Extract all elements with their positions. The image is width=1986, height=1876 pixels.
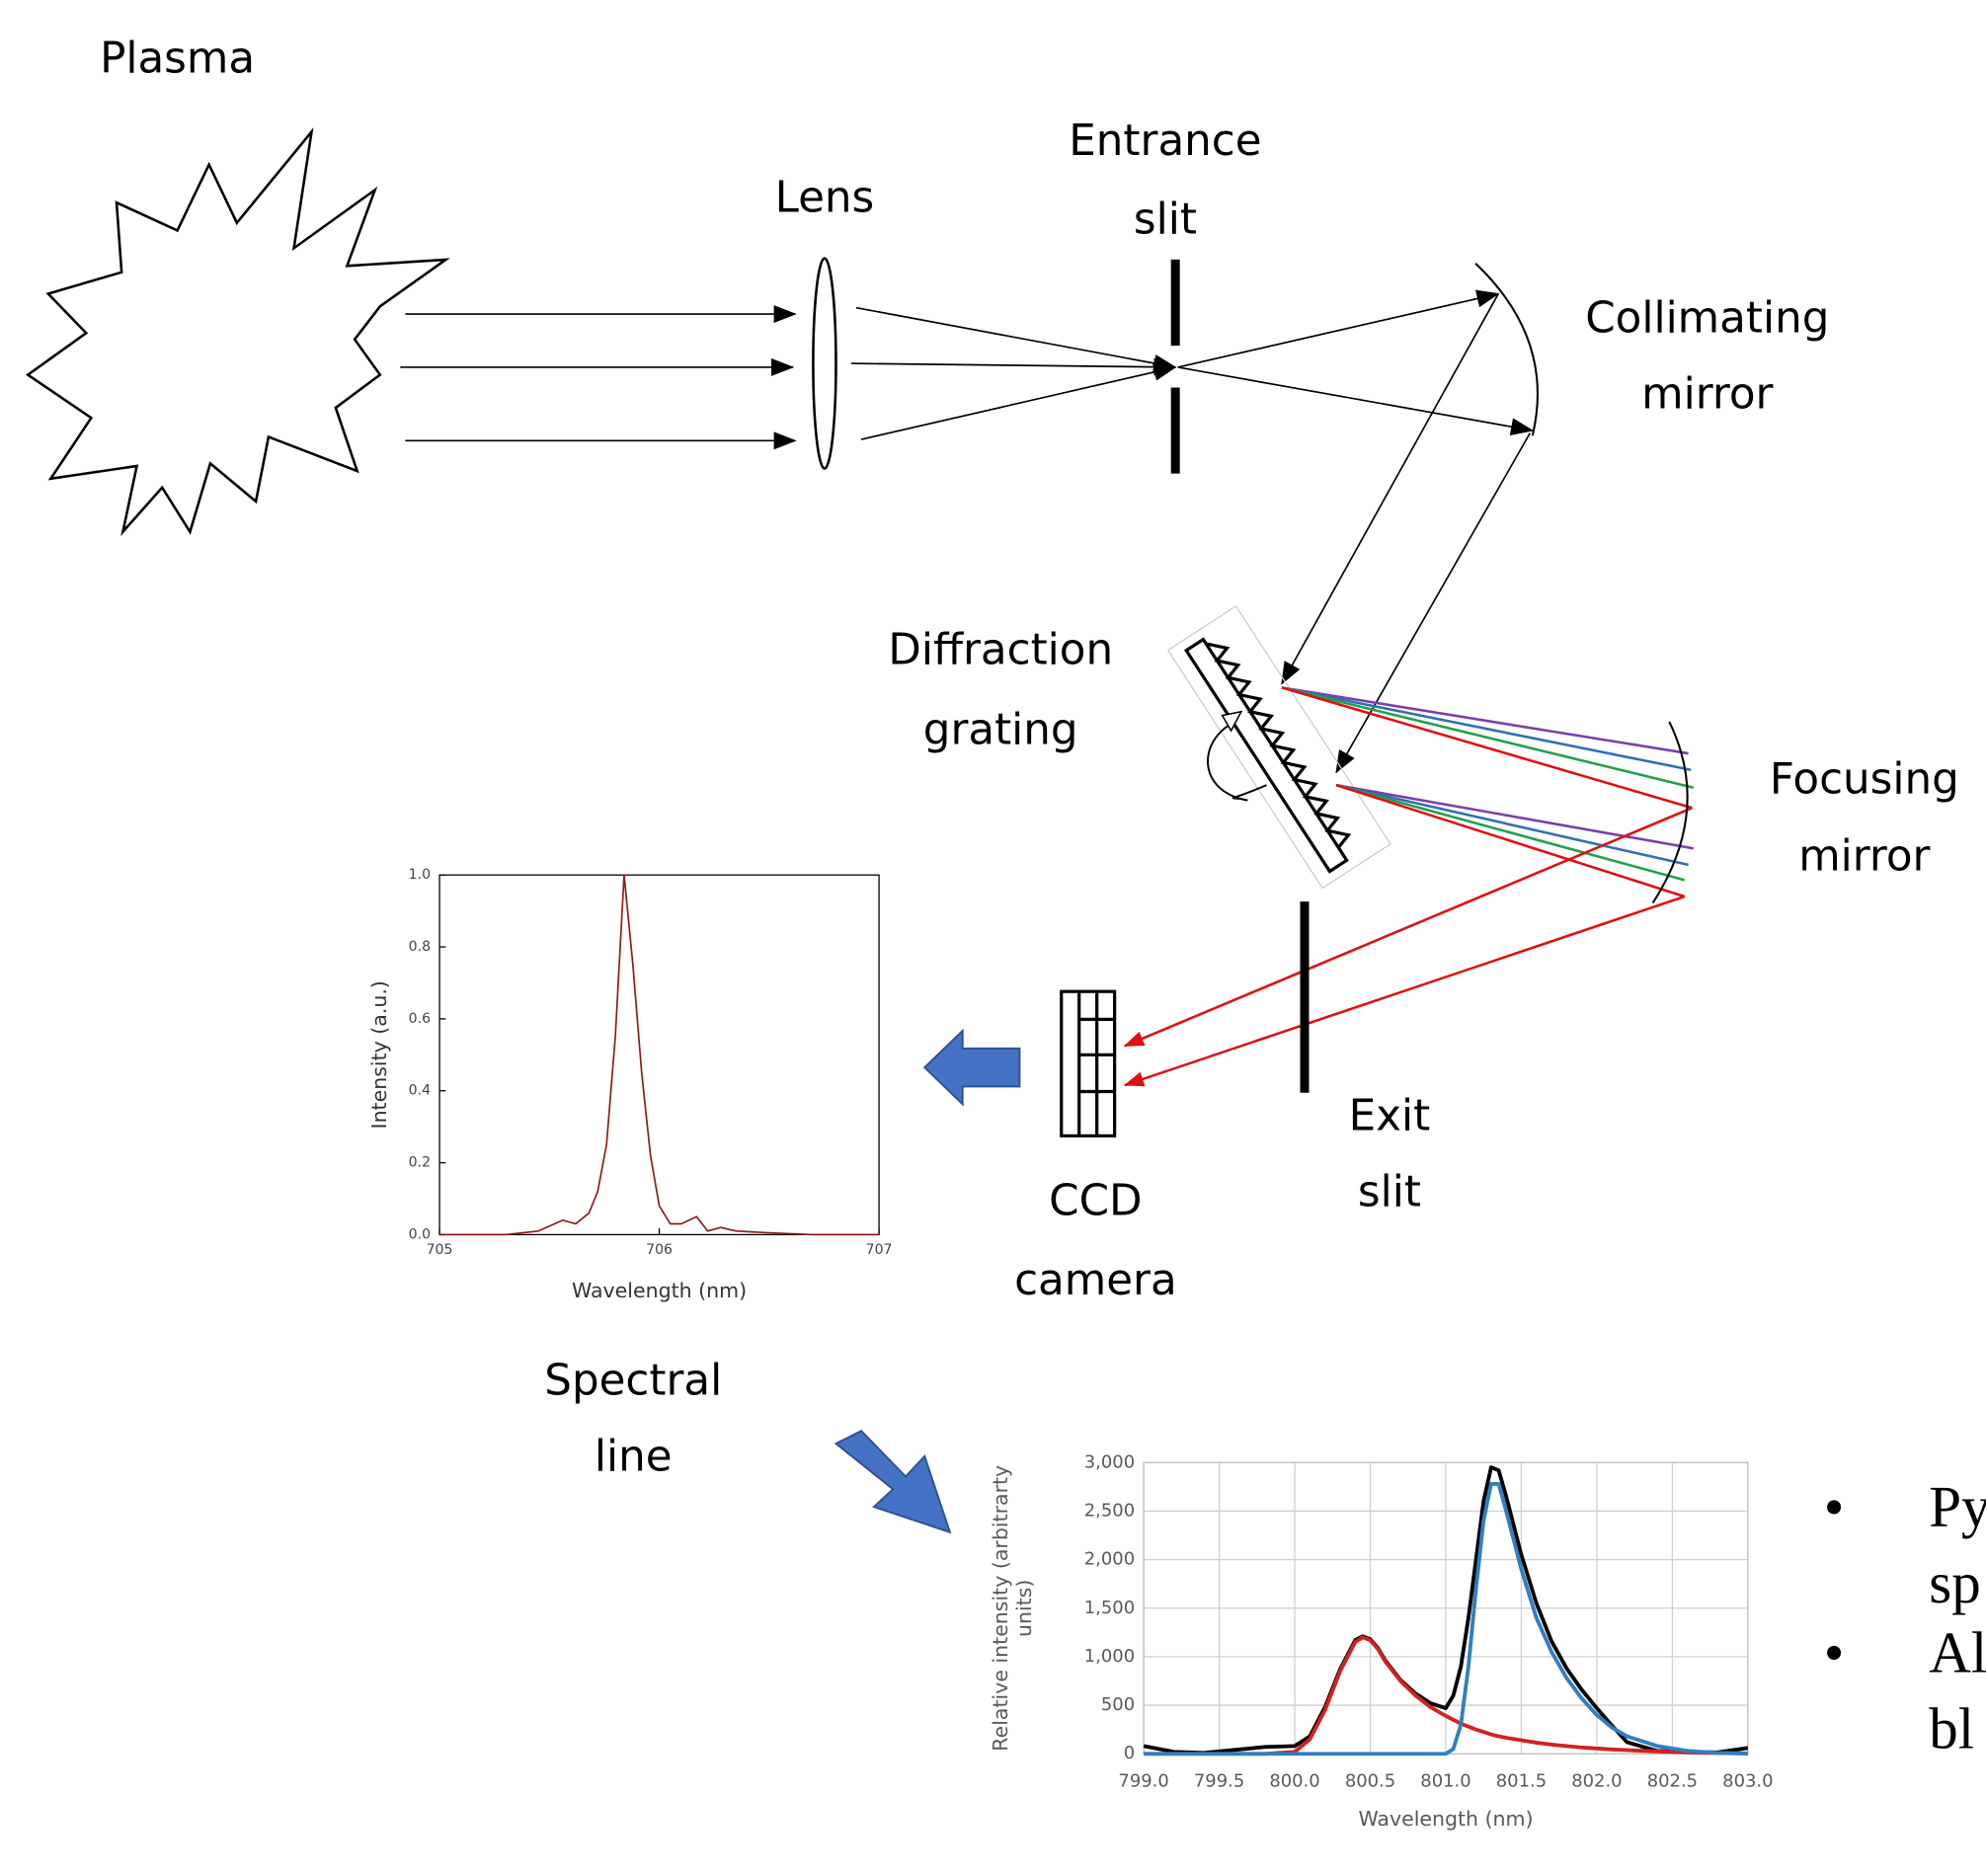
light-ray — [1282, 294, 1498, 684]
y-tick-label: 0 — [1124, 1743, 1135, 1763]
y-tick-label: 0.6 — [409, 1011, 431, 1027]
y-tick-label: 0.4 — [409, 1083, 431, 1099]
bullet: • — [1824, 1474, 1845, 1539]
y-tick-label: 1,000 — [1084, 1646, 1135, 1667]
y-axis-label: Relative intensity (arbitrarty — [989, 1465, 1012, 1752]
y-tick-label: 1,500 — [1084, 1598, 1135, 1618]
light-ray — [1178, 367, 1533, 430]
x-tick-label: 800.5 — [1345, 1770, 1395, 1791]
label: line — [595, 1432, 673, 1481]
light-ray — [861, 367, 1175, 439]
label: Spectral — [544, 1356, 722, 1405]
ray-red — [1125, 808, 1693, 1046]
diagram: Plasma Lens Entrance slit Collimating mi… — [0, 0, 1986, 1876]
y-tick-label: 0.8 — [409, 939, 431, 955]
lens — [813, 259, 835, 469]
x-tick-label: 801.0 — [1420, 1770, 1470, 1791]
x-tick-label: 800.0 — [1269, 1770, 1319, 1791]
light-ray — [851, 363, 1175, 367]
plot-area — [439, 875, 879, 1234]
label: CCD — [1049, 1176, 1142, 1225]
light-ray — [1178, 294, 1498, 367]
x-tick-label: 706 — [646, 1242, 673, 1258]
y-tick-label: 0.0 — [409, 1226, 431, 1242]
arrow — [924, 1031, 1019, 1104]
x-tick-label: 799.5 — [1194, 1770, 1244, 1791]
label: Focusing — [1770, 754, 1959, 804]
ccd-body — [1062, 991, 1115, 1135]
label: Collimating — [1585, 293, 1829, 343]
label: Plasma — [100, 35, 255, 84]
bullet-text: Al — [1929, 1620, 1986, 1685]
grating-body — [1186, 640, 1346, 872]
ray-red — [1125, 897, 1685, 1085]
y-tick-label: 1.0 — [409, 867, 431, 883]
y-axis-label: Intensity (a.u.) — [367, 980, 391, 1129]
label: grating — [923, 705, 1078, 754]
ccd — [1062, 991, 1115, 1135]
x-tick-label: 802.5 — [1647, 1770, 1698, 1791]
x-tick-label: 801.5 — [1496, 1770, 1547, 1791]
light-ray — [1336, 433, 1530, 773]
x-tick-label: 802.0 — [1571, 1770, 1622, 1791]
label: Lens — [775, 174, 875, 223]
y-axis-label: units) — [1012, 1580, 1036, 1637]
x-axis-label: Wavelength (nm) — [572, 1279, 747, 1302]
x-tick-label: 803.0 — [1722, 1770, 1773, 1791]
label: Exit — [1349, 1091, 1431, 1140]
label: mirror — [1641, 369, 1773, 419]
x-axis-label: Wavelength (nm) — [1358, 1807, 1533, 1831]
label: camera — [1014, 1256, 1177, 1305]
ray-blue — [1282, 687, 1691, 769]
label: Entrance — [1069, 117, 1261, 166]
label: slit — [1134, 195, 1197, 244]
label: Diffraction — [888, 625, 1113, 674]
y-tick-label: 3,000 — [1084, 1451, 1135, 1472]
label: mirror — [1798, 832, 1930, 882]
x-tick-label: 799.0 — [1118, 1770, 1168, 1791]
rotation-arrow — [1233, 785, 1267, 800]
grating — [1168, 606, 1390, 889]
bullet-text: sp — [1929, 1550, 1980, 1615]
ray-red — [1282, 687, 1693, 808]
bullet: • — [1824, 1620, 1845, 1685]
bullet-text: Py — [1929, 1474, 1986, 1539]
y-tick-label: 500 — [1101, 1694, 1135, 1715]
label: slit — [1358, 1167, 1421, 1216]
bullet-text: bl — [1929, 1696, 1974, 1761]
ray-blue — [1336, 785, 1689, 865]
x-tick-label: 705 — [427, 1242, 453, 1258]
ray-violet — [1336, 785, 1694, 848]
ray-violet — [1282, 687, 1689, 753]
arrow — [835, 1431, 949, 1532]
y-tick-label: 2,000 — [1084, 1549, 1135, 1570]
y-tick-label: 0.2 — [409, 1155, 431, 1171]
light-ray — [856, 308, 1175, 367]
x-tick-label: 707 — [866, 1242, 893, 1258]
mirror — [1475, 264, 1538, 435]
y-tick-label: 2,500 — [1084, 1500, 1135, 1521]
plasma-star — [28, 131, 445, 531]
